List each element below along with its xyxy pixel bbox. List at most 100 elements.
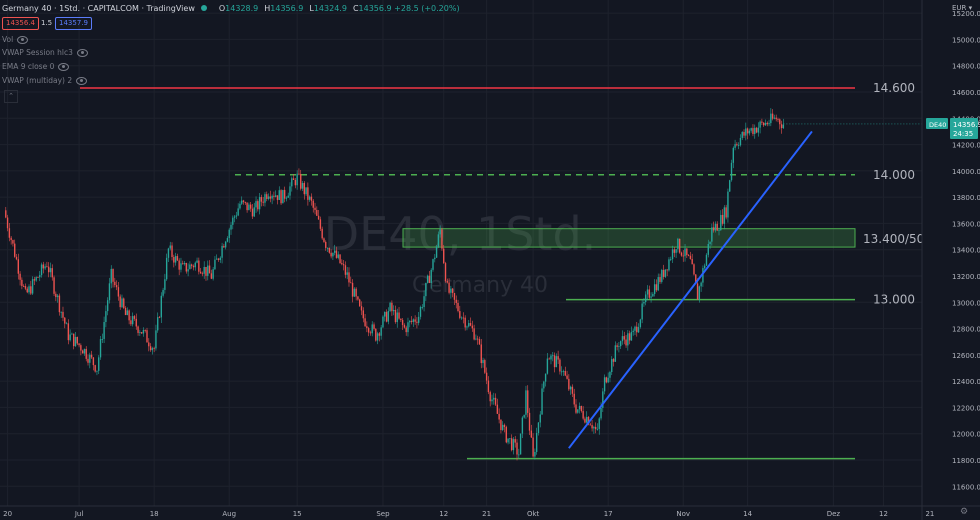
candle-body [210,273,213,279]
chevron-up-icon[interactable]: ⌃ [4,90,18,103]
candle-body [466,326,468,328]
candle-body [362,310,364,319]
price-tick-label: 15200.0 [952,10,980,18]
candle-body [762,122,765,126]
candle-body [62,311,64,318]
candle-body [153,348,155,349]
candle-body [659,277,661,282]
eye-icon[interactable] [58,62,70,71]
price-tick-label: 12400.0 [952,378,980,386]
candle-body [746,128,749,134]
candle-body [548,358,550,360]
candle-body [90,354,93,358]
candle-body [743,131,745,136]
candle-body [151,348,154,351]
indicator-vwap-session[interactable]: VWAP Session hlc3 [2,48,88,57]
candle-body [103,322,105,339]
candle-body [666,269,668,271]
candle-body [729,180,731,192]
candle-body [782,124,785,129]
candle-body [493,397,495,400]
candle-body [471,325,474,329]
eye-icon[interactable] [76,48,88,57]
candle-body [409,320,411,323]
candle-body [199,271,202,274]
candle-body [201,273,204,275]
candle-body [366,326,368,329]
candle-body [105,311,107,323]
candle-body [555,356,558,368]
candle-body [428,275,431,284]
candle-body [15,256,18,260]
candle-body [248,204,250,211]
candle-body [128,310,130,321]
candle-body [5,210,7,218]
candle-body [611,359,613,373]
currency-selector[interactable]: EUR ▾ [952,4,973,12]
candle-body [686,248,688,256]
candle-body [412,319,415,322]
candle-body [496,404,499,414]
candle-body [83,348,86,354]
candle-body [332,252,334,257]
gear-icon[interactable]: ⚙ [960,507,969,517]
ohlc-close: C14356.9 +28.5 (+0.20%) [352,3,460,13]
candle-body [598,418,600,429]
candle-body [571,386,574,394]
candle-body [112,268,114,282]
price-tick-label: 13600.0 [952,220,980,228]
price-tick-label: 12000.0 [952,431,980,439]
candle-body [6,217,9,229]
candle-body [648,289,650,298]
candle-body [435,246,438,258]
candle-body [367,328,370,333]
candle-body [401,319,404,325]
indicator-vol[interactable]: Vol [2,35,29,44]
time-tick-label: 12 [879,510,888,518]
candle-body [65,323,68,325]
candle-body [262,201,264,203]
candle-body [87,358,89,363]
candle-body [178,260,180,270]
candle-body [289,186,291,196]
candle-body [530,430,533,438]
candle-body [165,257,168,280]
candle-body [173,257,175,263]
candle-body [502,424,504,431]
price-tick-label: 13200.0 [952,273,980,281]
candle-body [160,295,162,318]
candle-body [42,264,45,269]
candle-body [285,197,288,199]
candle-body [30,286,32,294]
time-tick-label: 12 [439,510,448,518]
candle-body [400,318,402,320]
sell-button[interactable]: 14356.4 [2,17,39,30]
candle-body [339,254,341,264]
candle-body [507,438,509,443]
indicator-ema[interactable]: EMA 9 close 0 [2,62,70,71]
candle-body [348,272,350,283]
candle-body [416,321,418,323]
candle-body [337,254,339,258]
indicator-label: Vol [2,35,14,44]
candle-body [10,237,12,241]
candle-body [232,217,234,225]
candle-body [121,298,123,308]
eye-icon[interactable] [76,76,88,85]
candle-body [346,272,348,275]
candle-body [24,286,27,289]
eye-icon[interactable] [17,35,29,44]
candle-body [149,346,152,351]
indicator-vwap-multiday[interactable]: VWAP (multiday) 2 [2,76,88,85]
candle-body [773,117,776,119]
candle-body [702,268,704,283]
candle-body [761,121,763,123]
candle-body [637,327,640,333]
last-price-label: 14356.9 [953,121,980,129]
candle-body [541,388,543,415]
candle-body [775,117,777,120]
buy-button[interactable]: 14357.9 [55,17,92,30]
time-tick-label: 15 [293,510,302,518]
candle-body [164,279,166,290]
